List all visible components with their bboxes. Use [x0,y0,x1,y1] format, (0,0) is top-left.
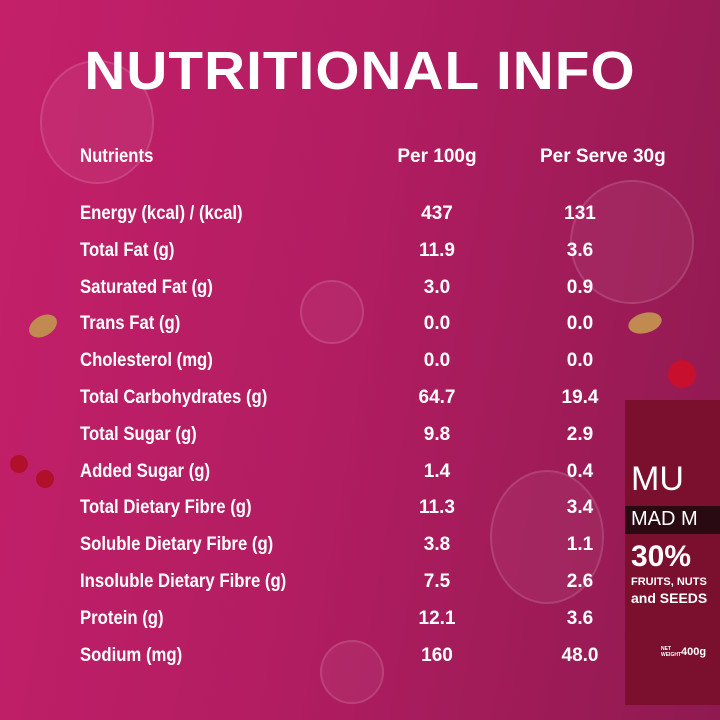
nutrient: Trans Fat (g) [80,313,181,335]
nutrient: Added Sugar (g) [80,460,211,482]
weight-label: NET WEIGHT [661,646,681,658]
value: 19.4 [561,387,599,408]
almond [625,308,665,338]
value: 3.0 [423,276,451,298]
nutrient: Saturated Fat (g) [80,276,213,298]
nutrient: Sodium (mg) [80,644,183,666]
value: 0.0 [423,313,451,335]
column-header: Nutrients [80,146,154,167]
title: NUTRITIONAL INFO [84,41,636,101]
decoration [300,280,364,344]
value: 160 [421,644,453,666]
almond [25,309,61,343]
value: 0.0 [566,350,594,372]
cherry [668,360,696,388]
product-box: MU MAD M 30% FRUITS, NUTS and SEEDS NET … [625,400,720,705]
claim: and SEEDS [631,590,708,606]
value: 437 [421,203,453,224]
value: 11.9 [419,239,455,261]
band [625,506,720,534]
value: 3.8 [423,534,451,556]
cherry [10,455,28,473]
decoration [40,60,154,184]
value: 3.6 [566,607,594,629]
value: 3.4 [566,497,594,519]
cherry [36,470,54,488]
value: 7.5 [423,571,451,592]
value: 0.0 [423,350,451,372]
variant: MAD M [631,508,698,530]
nutrient: Insoluble Dietary Fibre (g) [80,571,287,592]
value: 2.6 [566,571,594,592]
value: 9.8 [423,423,451,445]
value: 48.0 [561,644,599,666]
value: 11.3 [419,497,455,519]
value: 2.9 [566,423,594,445]
decoration [320,640,384,704]
decoration [570,180,694,304]
value: 64.7 [418,387,456,408]
value: 12.1 [418,607,456,629]
nutrient: Total Carbohydrates (g) [80,387,268,408]
column-header: Per Serve 30g [540,146,666,167]
nutrient: Total Fat (g) [80,239,175,261]
percent: 30% [631,540,692,573]
nutrient: Total Dietary Fibre (g) [80,497,252,519]
nutrient: Total Sugar (g) [80,423,197,445]
value: 1.4 [423,460,451,482]
value: 0.0 [566,313,594,335]
value: 0.9 [566,276,594,298]
nutrient: Cholesterol (mg) [80,350,213,372]
value: 131 [564,203,596,224]
nutrient: Protein (g) [80,607,164,629]
value: 3.6 [566,239,594,261]
value: 1.1 [566,534,594,556]
nutrient: Energy (kcal) / (kcal) [80,203,243,224]
column-header: Per 100g [397,146,477,167]
nutrient: Soluble Dietary Fibre (g) [80,534,274,556]
decoration [490,470,604,604]
claim: FRUITS, NUTS [631,576,707,588]
value: 0.4 [566,460,594,482]
weight: 400g [681,646,707,658]
brand: MU [631,460,684,498]
